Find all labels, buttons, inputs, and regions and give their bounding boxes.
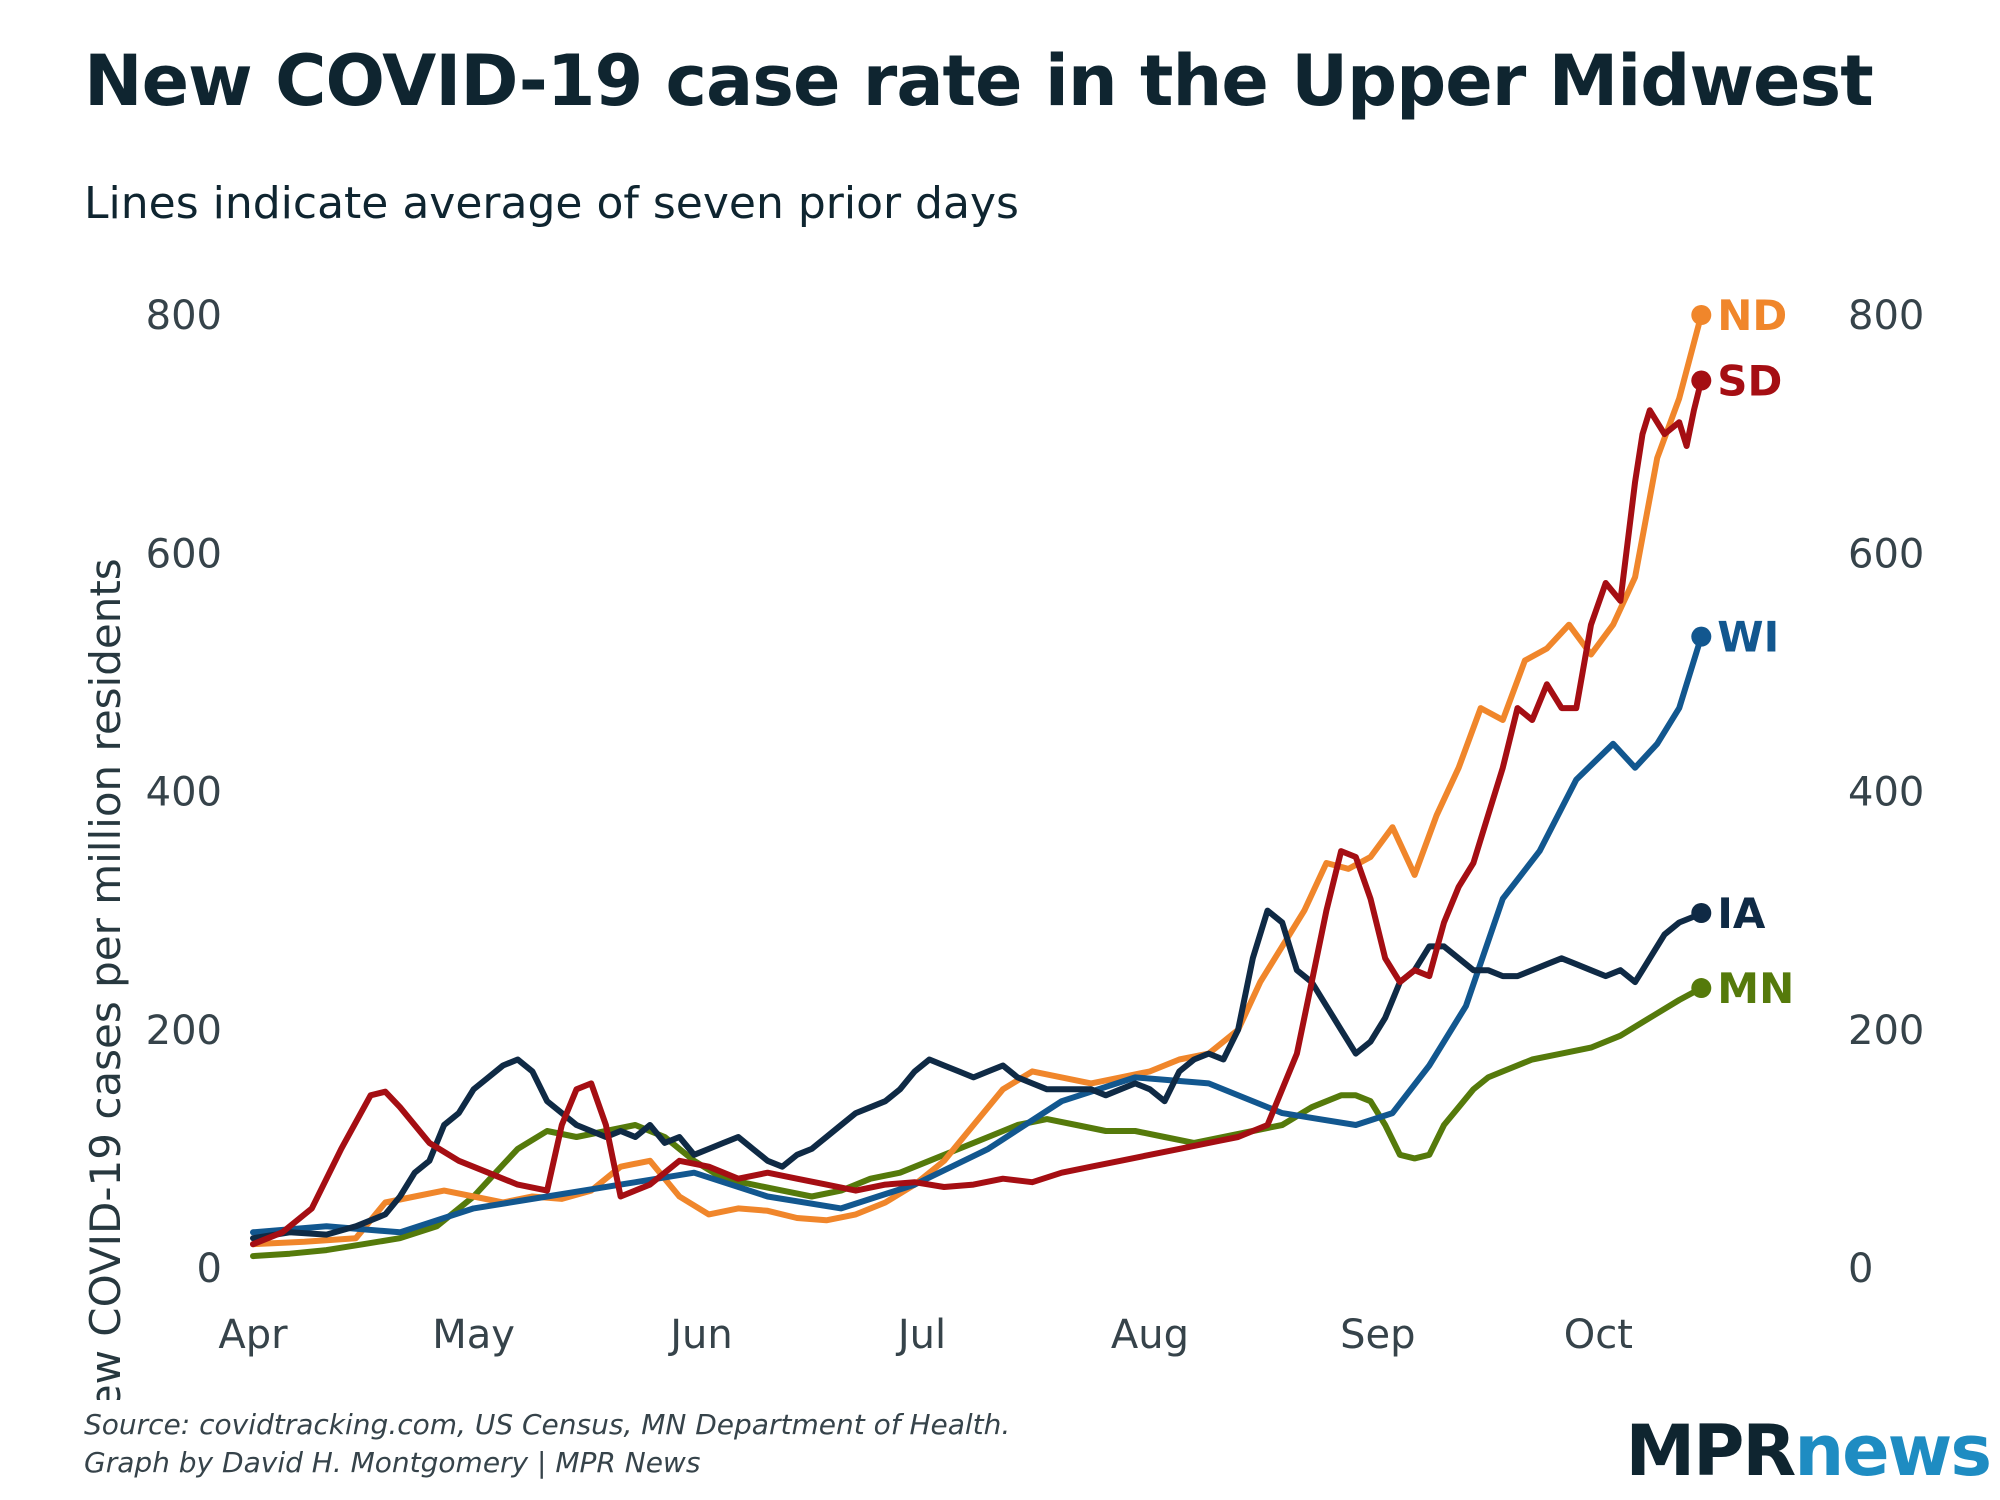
y-tick-label-left: 600 [146,531,222,577]
end-marker-mn [1691,978,1712,999]
credit-line: Graph by David H. Montgomery | MPR News [84,1446,701,1479]
end-label-wi: WI [1717,613,1779,662]
x-tick-label: Sep [1340,1312,1415,1358]
y-tick-label-right: 600 [1848,531,1924,577]
y-tick-label-left: 800 [146,293,222,339]
x-tick-label: Apr [218,1312,288,1358]
line-chart: New COVID-19 cases per million residents… [81,291,1924,1400]
chart-title: New COVID-19 case rate in the Upper Midw… [84,40,1874,122]
y-tick-label-right: 0 [1848,1246,1873,1292]
series-end-markers [1691,305,1712,999]
source-note: Source: covidtracking.com, US Census, MN… [84,1406,1010,1482]
series-line-wi [250,633,1705,1236]
mpr-news-logo: MPRnews [1625,1410,1992,1492]
end-marker-sd [1691,370,1712,391]
series-lines [250,312,1705,1260]
y-tick-label-left: 200 [146,1008,222,1054]
end-label-ia: IA [1717,889,1766,938]
logo-mpr: MPR [1625,1410,1796,1492]
x-tick-label: Jul [895,1312,946,1358]
x-tick-label: May [432,1312,515,1358]
end-marker-wi [1691,626,1712,647]
y-axis-right: 0 200 400 600 800 [1848,293,1924,1292]
x-tick-label: Oct [1564,1312,1633,1358]
y-tick-label-right: 400 [1848,770,1924,816]
series-line-nd [250,312,1705,1248]
end-label-mn: MN [1717,964,1794,1013]
logo-news: news [1794,1410,1992,1492]
y-tick-label-right: 200 [1848,1008,1924,1054]
series-end-labels: ND SD WI IA MN [1717,291,1794,1013]
series-line-ia [250,907,1705,1242]
y-axis-title: New COVID-19 cases per million residents [81,558,130,1400]
end-label-nd: ND [1717,291,1787,340]
y-tick-label-left: 0 [197,1246,222,1292]
y-tick-label-right: 800 [1848,293,1924,339]
y-axis-left: 0 200 400 600 800 [146,293,222,1292]
source-line: Source: covidtracking.com, US Census, MN… [84,1408,1011,1441]
end-marker-nd [1691,305,1712,325]
series-line-mn [250,985,1705,1260]
end-label-sd: SD [1717,357,1782,406]
x-tick-label: Aug [1111,1312,1189,1358]
end-marker-ia [1691,903,1712,924]
chart-subtitle: Lines indicate average of seven prior da… [84,178,1019,229]
x-axis: Apr May Jun Jul Aug Sep Oct [218,1312,1633,1358]
series-line-sd [250,377,1705,1248]
x-tick-label: Jun [667,1312,733,1358]
y-tick-label-left: 400 [146,770,222,816]
